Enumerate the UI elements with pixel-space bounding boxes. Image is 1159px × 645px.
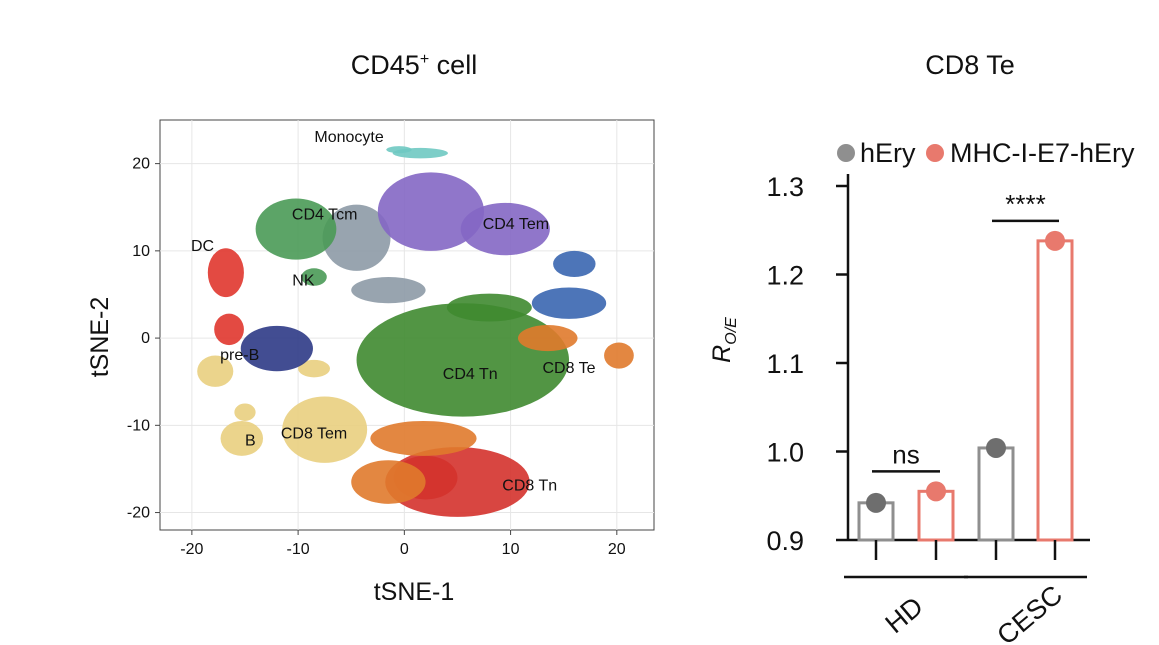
tsne-cluster-blob [446,293,532,322]
tsne-cluster-blob [298,359,330,378]
bar-y-tick-label: 1.3 [766,172,804,202]
bar-bars [857,230,1074,560]
tsne-cluster-blob [214,313,244,346]
tsne-x-tick-label: 10 [502,541,520,558]
tsne-cluster-label: pre-B [220,347,259,364]
tsne-x-tick-label: -20 [180,541,203,558]
bar-legend: hEry MHC-I-E7-hEry [837,138,1135,168]
bar-groups: HD CESC [844,575,1087,645]
bar-panel: CD8 Te hEry MHC-I-E7-hEry 0.9 1.0 1.1 1.2 1.… [708,50,1135,645]
tsne-x-tick-label: 0 [400,541,409,558]
tsne-cluster-blob [351,460,426,504]
tsne-cluster-blob [255,198,337,260]
tsne-panel: CD45+ cell Monocyte CD4 Tcm CD4 Tem DC NK pre… [86,50,655,606]
tsne-x-ticks: -20 -10 0 10 20 [180,530,626,558]
tsne-clusters [197,146,634,517]
tsne-cluster-label: CD8 Tn [502,478,557,495]
bar-point [866,492,886,513]
tsne-y-tick-label: 20 [132,156,150,173]
tsne-cluster-label: CD8 Tem [281,425,347,442]
tsne-cluster-blob [370,420,477,456]
tsne-cluster-label: CD4 Tn [443,366,498,383]
tsne-cluster-labels: Monocyte CD4 Tcm CD4 Tem DC NK pre-B B CD8 Tem C… [191,129,596,495]
tsne-cluster-blob [351,277,426,304]
significance-label: ns [892,439,919,469]
tsne-cluster-blob [356,303,570,417]
tsne-cluster-blob [220,420,264,456]
tsne-y-label: tSNE-2 [86,297,114,378]
tsne-cluster-label: CD4 Tcm [292,206,358,223]
bar [1036,239,1074,542]
bar-point [1045,230,1065,251]
tsne-grid [160,120,654,530]
legend-hery-marker [837,144,855,162]
legend-hery-label: hEry [860,138,916,168]
tsne-y-tick-label: -20 [127,505,150,522]
tsne-y-tick-label: 10 [132,243,150,260]
bar-y-tick-label: 1.1 [766,349,804,379]
bar-point [926,481,946,502]
tsne-y-ticks: -20 -10 0 10 20 [127,156,160,522]
group-label: HD [880,591,929,639]
tsne-cluster-label: NK [292,273,315,290]
tsne-cluster-label: CD4 Tem [483,216,549,233]
tsne-cluster-blob [234,403,256,421]
tsne-title: CD45+ cell [351,50,477,80]
bar [977,446,1015,542]
tsne-cluster-label: CD8 Te [542,360,595,377]
tsne-cluster-blob [604,342,634,369]
tsne-cluster-blob [322,204,391,271]
bar-significance: ns **** [872,189,1059,473]
tsne-cluster-blob [207,248,244,298]
tsne-y-tick-label: -10 [127,417,150,434]
significance-label: **** [1005,189,1045,219]
bar-y-tick-label: 0.9 [766,526,804,556]
tsne-cluster-blob [301,268,327,286]
tsne-cluster-blob [282,396,368,463]
bar-y-tick-label: 1.0 [766,438,804,468]
tsne-cluster-label: DC [191,238,214,255]
tsne-x-label: tSNE-1 [374,578,455,606]
bar-point [986,437,1006,458]
tsne-cluster-blob [386,146,412,154]
group-label: CESC [991,580,1068,645]
tsne-x-tick-label: 20 [608,541,626,558]
tsne-cluster-blob [240,325,313,372]
bar-y-tick-label: 1.2 [766,261,804,291]
tsne-y-tick-label: 0 [141,330,150,347]
bar-y-ticks: 0.9 1.0 1.1 1.2 1.3 [766,172,848,556]
legend-mhc-label: MHC-I-E7-hEry [950,138,1135,168]
legend-mhc-marker [926,144,944,162]
tsne-x-tick-label: -10 [287,541,310,558]
bar-title: CD8 Te [925,50,1015,80]
bar-y-label: RO/E [708,317,740,363]
tsne-cluster-label: B [245,432,256,449]
tsne-cluster-blob [377,172,485,251]
tsne-cluster-blob [553,250,596,278]
tsne-cluster-blob [518,325,578,352]
tsne-cluster-label: Monocyte [314,129,383,146]
tsne-cluster-blob [197,355,234,387]
tsne-cluster-blob [531,287,607,319]
